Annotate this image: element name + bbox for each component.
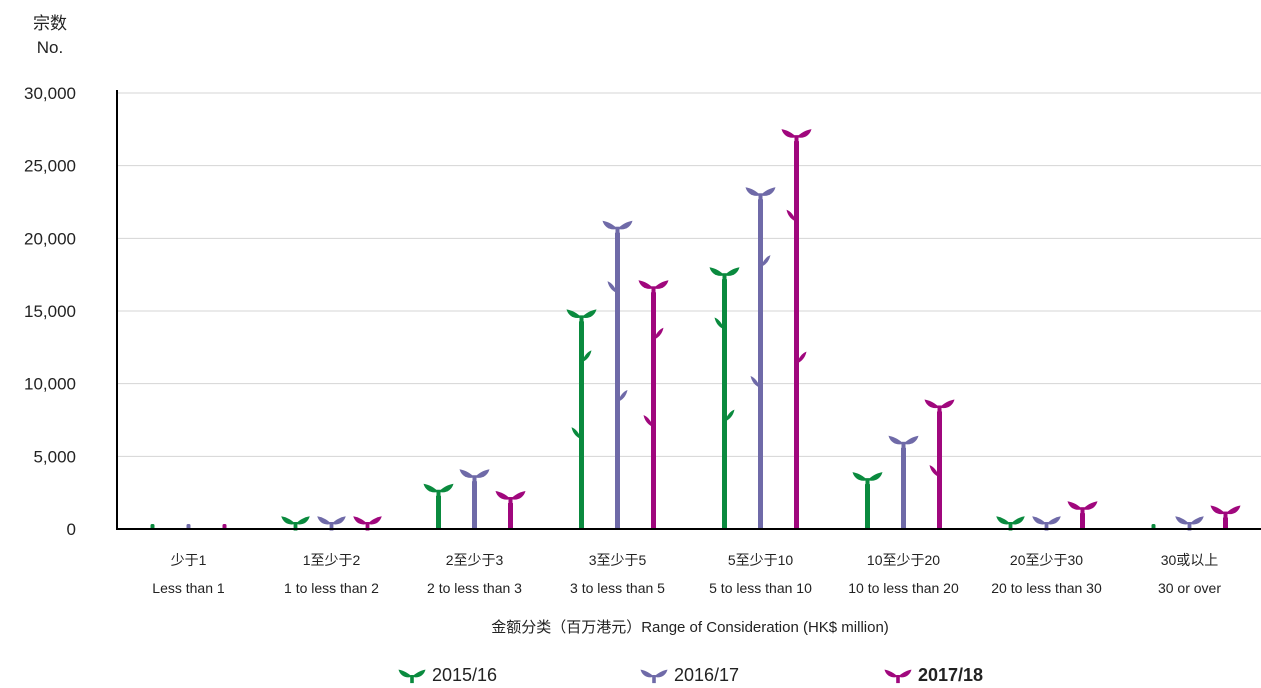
bar-2016-17-6 — [1032, 516, 1061, 531]
bar-2016-17-3 — [602, 220, 633, 529]
x-tick-labels: 少于1 Less than 1 1至少于2 1 to less than 2 2至少于3… — [152, 552, 1221, 596]
bars — [150, 129, 1241, 531]
y-tick-label: 20,000 — [24, 229, 76, 248]
leaf-icon — [640, 669, 668, 684]
x-axis-title: 金额分类（百万港元）Range of Consideration (HK$ mi… — [491, 619, 889, 636]
x-tick-label-en: Less than 1 — [152, 580, 225, 596]
legend-label: 2016/17 — [674, 664, 740, 685]
legend: 2015/16 2016/17 2017/18 — [0, 664, 1261, 688]
bar-2016-17-2 — [459, 469, 490, 529]
bar-2015-16-0 — [150, 524, 155, 529]
legend-item-2015-16: 2015/16 — [396, 664, 497, 686]
bar-2016-17-0 — [186, 524, 191, 529]
y-tick-label: 0 — [67, 520, 76, 539]
y-axis-title: 宗数 No. — [22, 12, 78, 60]
x-tick-label-cn: 20至少于30 — [1010, 552, 1083, 568]
x-tick-label-cn: 3至少于5 — [589, 552, 647, 568]
bar-2017-18-5 — [924, 399, 955, 529]
gridlines — [117, 92, 1261, 457]
leaf-icon — [398, 669, 426, 684]
bar-2016-17-7 — [1175, 516, 1204, 531]
bar-2015-16-7 — [1151, 524, 1156, 529]
bar-2015-16-5 — [852, 472, 883, 529]
y-tick-label: 15,000 — [24, 302, 76, 321]
y-tick-label: 5,000 — [33, 447, 76, 466]
bar-2017-18-7 — [1210, 505, 1241, 529]
y-tick-label: 10,000 — [24, 375, 76, 394]
bar-2015-16-3 — [566, 309, 597, 529]
x-tick-label-cn: 30或以上 — [1161, 552, 1219, 568]
bar-2015-16-2 — [423, 483, 454, 529]
legend-label: 2015/16 — [432, 664, 498, 685]
bar-2016-17-4 — [745, 187, 776, 529]
x-tick-label-en: 5 to less than 10 — [709, 580, 812, 596]
bar-2015-16-4 — [709, 267, 740, 529]
bar-2016-17-5 — [888, 435, 919, 529]
bar-2015-16-6 — [996, 516, 1025, 531]
leaf-icon — [884, 669, 912, 684]
x-tick-label-en: 20 to less than 30 — [991, 580, 1102, 596]
x-tick-label-en: 30 or over — [1158, 580, 1221, 596]
x-tick-label-en: 3 to less than 5 — [570, 580, 665, 596]
bar-2017-18-4 — [781, 129, 812, 529]
x-tick-label-cn: 1至少于2 — [303, 552, 361, 568]
y-tick-label: 25,000 — [24, 157, 76, 176]
bar-2017-18-0 — [222, 524, 227, 529]
bar-2017-18-3 — [638, 280, 669, 529]
legend-item-2016-17: 2016/17 — [638, 664, 739, 686]
y-tick-labels: 0 5,000 10,000 15,000 20,000 25,000 30,000 — [24, 84, 76, 539]
bar-2015-16-1 — [281, 516, 310, 531]
x-tick-label-en: 2 to less than 3 — [427, 580, 522, 596]
x-tick-label-cn: 5至少于10 — [728, 552, 794, 568]
bar-2017-18-1 — [353, 516, 382, 531]
legend-item-2017-18: 2017/18 — [882, 664, 983, 686]
bar-2017-18-6 — [1067, 501, 1098, 529]
bar-2016-17-1 — [317, 516, 346, 531]
legend-label: 2017/18 — [918, 664, 984, 685]
y-tick-label: 30,000 — [24, 84, 76, 103]
bar-2017-18-2 — [495, 491, 526, 529]
y-axis-title-en: No. — [36, 38, 64, 57]
y-axis-title-cn: 宗数 — [33, 14, 67, 33]
x-tick-label-en: 10 to less than 20 — [848, 580, 959, 596]
x-tick-label-cn: 10至少于20 — [867, 552, 940, 568]
x-tick-label-cn: 少于1 — [171, 552, 207, 568]
x-tick-label-cn: 2至少于3 — [446, 552, 504, 568]
x-tick-label-en: 1 to less than 2 — [284, 580, 379, 596]
